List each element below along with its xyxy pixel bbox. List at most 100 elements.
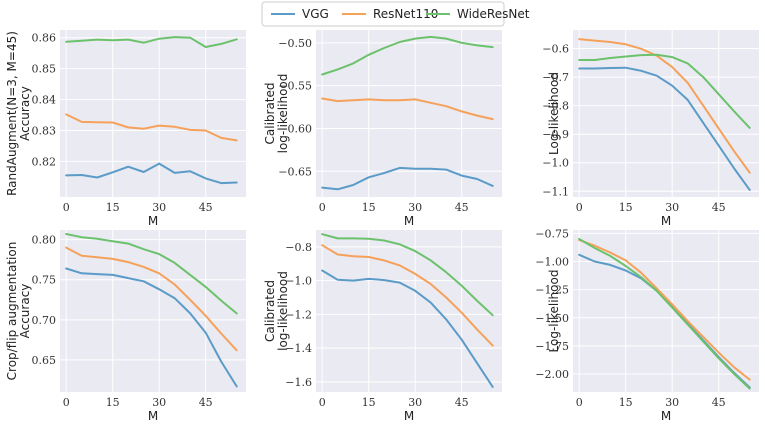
series-line-wideresnet <box>321 35 494 76</box>
y-tick-label: 0.86 <box>32 32 57 45</box>
panel-2: 0 15 30 45 −0.65 −0.60 −0.55 −0.50 M Calibratedlo… <box>263 30 502 228</box>
legend-label-wideresnet: WideResNet <box>457 7 530 21</box>
panel-4: 0 15 30 45 0.65 0.70 0.75 0.80 M Crop/flip augmen… <box>5 230 246 423</box>
y-tick-label: −0.8 <box>542 100 569 113</box>
x-tick-label: 45 <box>199 201 213 214</box>
x-tick-label: 15 <box>106 396 120 409</box>
series-line-vgg <box>321 269 494 388</box>
y-tick-label: 0.83 <box>32 125 57 138</box>
y-tick-label: 0.82 <box>32 155 57 168</box>
y-axis-label-line: Crop/flip augmentation <box>5 242 19 381</box>
legend-label-vgg: VGG <box>302 7 329 21</box>
y-axis-label-line: log-likelihood <box>276 74 290 154</box>
series-line-resnet110 <box>578 239 751 381</box>
y-tick-label: −0.50 <box>278 37 312 50</box>
x-tick-label: 15 <box>619 396 633 409</box>
y-axis-label: Calibratedlog-likelihood <box>263 271 290 351</box>
x-tick-label: 30 <box>665 201 679 214</box>
x-tick-label: 0 <box>319 201 326 214</box>
series-line-wideresnet <box>578 53 751 129</box>
y-tick-label: −1.0 <box>285 275 312 288</box>
panel-1: 0 15 30 45 0.82 0.83 0.84 0.85 0.86 M RandAugment(… <box>5 30 246 228</box>
series-line-wideresnet <box>321 233 494 317</box>
x-axis-label: M <box>404 214 414 228</box>
y-axis-label-line: Calibrated <box>263 280 277 342</box>
y-axis-label-line: RandAugment(N=3, M=45) <box>5 31 19 196</box>
y-tick-label: 0.85 <box>32 63 57 76</box>
y-tick-label: −0.8 <box>285 241 312 254</box>
x-tick-label: 30 <box>408 396 422 409</box>
legend-box <box>261 1 505 27</box>
x-tick-label: 15 <box>362 396 376 409</box>
x-tick-label: 0 <box>576 396 583 409</box>
x-tick-label: 0 <box>576 201 583 214</box>
series-line-resnet110 <box>321 97 494 121</box>
y-tick-label: −0.75 <box>535 227 569 240</box>
y-tick-label: −0.6 <box>542 43 569 56</box>
y-tick-label: −1.4 <box>285 342 312 355</box>
y-axis-label-line: Accuracy <box>18 284 32 339</box>
x-tick-label: 45 <box>712 201 726 214</box>
panel-background <box>60 30 246 197</box>
legend-label-resnet110: ResNet110 <box>373 7 438 21</box>
y-axis-label: Crop/flip augmentationAccuracy <box>5 242 32 381</box>
y-tick-label: −0.9 <box>542 128 569 141</box>
y-axis-label-line: log-likelihood <box>276 271 290 351</box>
panel-background <box>573 230 759 392</box>
x-tick-label: 45 <box>455 396 469 409</box>
series-line-resnet110 <box>578 38 751 174</box>
x-tick-label: 30 <box>152 396 166 409</box>
y-tick-label: −2.00 <box>535 368 569 381</box>
y-tick-label: −1.50 <box>535 312 569 325</box>
y-tick-label: 0.75 <box>32 274 57 287</box>
y-tick-label: −0.65 <box>278 165 312 178</box>
x-tick-label: 15 <box>106 201 120 214</box>
y-axis-label-line: Accuracy <box>18 86 32 141</box>
series-line-resnet110 <box>65 246 238 352</box>
x-tick-label: 30 <box>152 201 166 214</box>
x-axis-label: M <box>404 409 414 423</box>
x-tick-label: 30 <box>408 201 422 214</box>
series-line-vgg <box>578 66 751 191</box>
x-axis-label: M <box>148 214 158 228</box>
panel-5: 0 15 30 45 −1.6 −1.4 −1.2 −1.0 −0.8 M Calibratedlo… <box>263 230 502 423</box>
y-axis-label-line: Calibrated <box>263 82 277 144</box>
series-line-vgg <box>65 267 238 388</box>
series-line-wideresnet <box>578 238 751 390</box>
panel-background <box>60 230 246 392</box>
panel-6: 0 15 30 45 −2.00 −1.75 −1.50 −1.25 −1.00 −0.75 M Lo… <box>535 227 759 423</box>
x-axis-label: M <box>661 409 671 423</box>
panels: 0 15 30 45 0.82 0.83 0.84 0.85 0.86 M RandAugment(… <box>5 30 759 423</box>
y-tick-label: −1.0 <box>542 157 569 170</box>
series-line-wideresnet <box>65 233 238 315</box>
y-tick-label: 0.65 <box>32 354 57 367</box>
series-line-vgg <box>65 162 238 185</box>
y-tick-label: −1.25 <box>535 284 569 297</box>
y-tick-label: −1.2 <box>285 308 312 321</box>
y-tick-label: −0.60 <box>278 122 312 135</box>
legend: VGG ResNet110 WideResNet <box>261 1 530 27</box>
series-line-wideresnet <box>65 36 238 48</box>
y-axis-label: Log-likelihood <box>547 270 561 353</box>
y-tick-label: −1.75 <box>535 340 569 353</box>
x-tick-label: 30 <box>665 396 679 409</box>
x-tick-label: 0 <box>63 201 70 214</box>
series-line-resnet110 <box>65 113 238 142</box>
x-tick-label: 15 <box>362 201 376 214</box>
x-tick-label: 0 <box>63 396 70 409</box>
y-tick-label: −1.6 <box>285 376 312 389</box>
y-tick-label: 0.80 <box>32 234 57 247</box>
x-axis-label: M <box>148 409 158 423</box>
x-axis-label: M <box>661 214 671 228</box>
y-tick-label: −0.55 <box>278 80 312 93</box>
y-axis-label: RandAugment(N=3, M=45)Accuracy <box>5 31 32 196</box>
x-tick-label: 45 <box>199 396 213 409</box>
x-tick-label: 0 <box>319 396 326 409</box>
x-tick-label: 45 <box>712 396 726 409</box>
y-axis-label-line: Log-likelihood <box>547 72 561 155</box>
y-tick-label: −1.00 <box>535 256 569 269</box>
panel-3: 0 15 30 45 −1.1 −1.0 −0.9 −0.8 −0.7 −0.6 M Log-like… <box>542 30 759 228</box>
y-axis-label: Calibratedlog-likelihood <box>263 74 290 154</box>
x-tick-label: 15 <box>619 201 633 214</box>
series-line-vgg <box>321 166 494 191</box>
